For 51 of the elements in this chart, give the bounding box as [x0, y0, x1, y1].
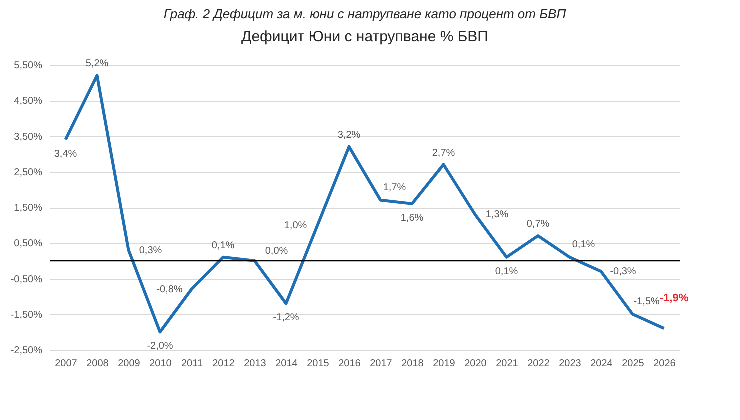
- y-tick-label: 1,50%: [14, 203, 43, 214]
- data-label: -2,0%: [147, 341, 174, 352]
- y-tick-label: -2,50%: [10, 346, 43, 356]
- data-label: 2,7%: [432, 148, 456, 159]
- data-label: 1,0%: [284, 220, 308, 232]
- data-label: 0,7%: [526, 219, 550, 230]
- data-label: 3,2%: [338, 130, 361, 141]
- x-tick-label: 2016: [338, 358, 362, 370]
- x-tick-label: 2020: [464, 358, 488, 370]
- x-tick-label: 2008: [86, 358, 110, 370]
- y-tick-label: -1,50%: [10, 310, 43, 321]
- data-label: -0,8%: [156, 284, 183, 296]
- y-tick-label: 5,50%: [14, 60, 43, 72]
- x-tick-label: 2024: [590, 358, 614, 370]
- data-label: 0,3%: [139, 245, 162, 256]
- x-tick-label: 2023: [559, 358, 582, 370]
- data-label: -1,2%: [273, 312, 300, 324]
- annotation: -1,9%: [660, 292, 689, 305]
- data-label: 3,4%: [54, 148, 78, 160]
- y-tick-label: 3,50%: [14, 132, 43, 143]
- x-tick-label: 2011: [181, 358, 204, 370]
- x-tick-label: 2010: [150, 358, 172, 370]
- x-tick-label: 2021: [496, 358, 519, 370]
- chart-title: Граф. 2 Дефицит за м. юни с натрупване като процент от БВП: [164, 6, 567, 22]
- x-tick-label: 2025: [622, 358, 645, 370]
- x-tick-label: 2014: [276, 358, 298, 370]
- data-label: 0,1%: [572, 239, 596, 250]
- data-label: -0,3%: [610, 266, 636, 278]
- data-label: 0,0%: [265, 246, 288, 257]
- x-tick-label: 2019: [433, 358, 456, 370]
- x-tick-label: 2026: [654, 358, 676, 370]
- x-tick-label: 2017: [370, 358, 393, 370]
- data-label: -1,5%: [634, 296, 660, 308]
- y-tick-label: 0,50%: [14, 238, 43, 250]
- y-tick-label: -0,50%: [10, 274, 43, 286]
- data-label: 0,1%: [212, 240, 235, 252]
- y-tick-label: 4,50%: [14, 96, 43, 108]
- chart-subtitle: Дефицит Юни с натрупване % БВП: [242, 28, 488, 46]
- data-label: 1,7%: [383, 182, 406, 194]
- x-tick-label: 2015: [307, 358, 330, 370]
- x-tick-label: 2012: [212, 358, 236, 370]
- x-tick-label: 2022: [528, 358, 550, 370]
- x-tick-label: 2018: [402, 358, 424, 370]
- x-tick-label: 2009: [118, 358, 141, 370]
- data-label: 5,2%: [86, 58, 109, 70]
- y-tick-label: 2,50%: [14, 167, 43, 178]
- data-label: 1,3%: [486, 210, 509, 221]
- x-tick-label: 2007: [55, 358, 78, 370]
- x-tick-label: 2013: [244, 358, 267, 370]
- data-label: 0,1%: [495, 266, 518, 278]
- data-label: 1,6%: [400, 212, 424, 224]
